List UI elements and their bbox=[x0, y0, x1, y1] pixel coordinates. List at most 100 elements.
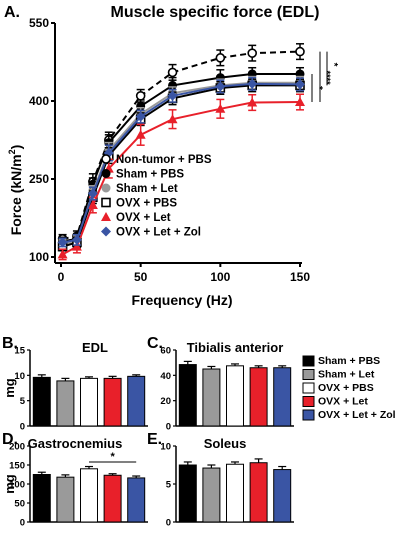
line-data-point bbox=[57, 237, 68, 248]
bar bbox=[273, 469, 292, 523]
line-data-point bbox=[87, 200, 98, 209]
line-chart-x-tick-label: 50 bbox=[134, 270, 148, 284]
line-data-point bbox=[87, 188, 98, 199]
line-data-point bbox=[295, 97, 305, 107]
bar bbox=[226, 463, 244, 523]
line-chart-x-tick-label: 100 bbox=[210, 270, 230, 284]
panel-a-label: A. bbox=[4, 4, 20, 21]
line-data-point bbox=[71, 234, 82, 245]
bar-panel-label: B. bbox=[2, 335, 18, 352]
bar-panel-y-tick-label: 60 bbox=[160, 346, 171, 357]
line-legend-label: OVX + Let bbox=[116, 212, 171, 224]
line-legend-label: Sham + Let bbox=[116, 183, 178, 195]
bar-panel-y-tick-label: 5 bbox=[20, 396, 26, 407]
bar bbox=[103, 474, 122, 523]
bar-panel-y-tick-label: 50 bbox=[14, 499, 25, 510]
line-legend-label: Non-tumor + PBS bbox=[116, 154, 212, 166]
line-data-point bbox=[71, 241, 82, 251]
bar-panel-y-tick-label: 0 bbox=[166, 518, 171, 529]
bar-panel-label: C. bbox=[147, 335, 163, 352]
line-legend-label: OVX + PBS bbox=[116, 198, 177, 210]
line-chart-legend: Non-tumor + PBS Sham + PBS Sham + Let OVX +… bbox=[101, 154, 212, 239]
bar-legend-swatch bbox=[302, 369, 315, 380]
bar bbox=[32, 474, 51, 523]
significance-star: * bbox=[313, 86, 324, 90]
bar-panel-label: E. bbox=[147, 431, 162, 448]
line-series-path bbox=[62, 50, 301, 240]
line-legend-marker bbox=[101, 226, 111, 237]
bar-panel-y-tick-label: 10 bbox=[14, 371, 25, 382]
line-legend-label: OVX + Let + Zol bbox=[116, 227, 201, 239]
bar-panel-y-tick-label: 40 bbox=[160, 371, 171, 382]
line-chart-title: Muscle specific force (EDL) bbox=[111, 4, 320, 21]
line-chart-xlabel: Frequency (Hz) bbox=[131, 292, 232, 308]
bar bbox=[127, 375, 146, 427]
bar bbox=[103, 377, 122, 427]
bar-legend-swatch bbox=[302, 382, 315, 394]
bar-legend-label: Sham + Let bbox=[318, 369, 375, 381]
bar-panel-ylabel: mg bbox=[2, 474, 17, 494]
bar-legend-swatch bbox=[302, 409, 315, 421]
bar-panel-y-tick-label: 200 bbox=[9, 442, 25, 453]
line-chart-y-tick-label: 250 bbox=[29, 172, 49, 186]
bar-panel-title: Gastrocnemius bbox=[28, 436, 123, 451]
line-chart-axes: 100 250 400 550 0 50 100 150 bbox=[29, 16, 310, 284]
bar-panel-ylabel: mg bbox=[2, 378, 17, 398]
bar bbox=[202, 368, 221, 427]
bar-legend-label: OVX + PBS bbox=[318, 382, 374, 394]
bar-legend-label: OVX + Let + Zol bbox=[318, 409, 396, 421]
line-chart-x-tick-label: 0 bbox=[58, 270, 65, 284]
bar-panel-y-tick-label: 20 bbox=[160, 396, 171, 407]
bar-legend-swatch bbox=[302, 355, 315, 367]
bar-legend-label: Sham + PBS bbox=[318, 355, 380, 367]
bar-panel-y-tick-label: 0 bbox=[20, 518, 25, 529]
bar bbox=[273, 367, 292, 427]
significance-star: **** bbox=[322, 71, 332, 86]
line-data-point bbox=[295, 79, 305, 90]
bar-panel-y-tick-label: 5 bbox=[166, 480, 172, 491]
line-chart-y-tick-label: 400 bbox=[29, 94, 49, 108]
line-data-point bbox=[135, 91, 146, 101]
line-series-path bbox=[62, 84, 300, 248]
line-data-point bbox=[215, 53, 226, 63]
line-legend-marker bbox=[101, 212, 111, 221]
bar bbox=[178, 464, 197, 523]
bar-legend-swatch bbox=[302, 396, 315, 407]
line-data-point bbox=[215, 103, 226, 113]
line-series-4 bbox=[57, 93, 305, 261]
bar-panel-label: D. bbox=[2, 431, 18, 448]
bar-panel-title: Soleus bbox=[204, 436, 247, 451]
bar bbox=[249, 462, 268, 523]
bar-panel-y-tick-label: 100 bbox=[9, 480, 25, 491]
line-chart-series-group bbox=[57, 43, 305, 261]
line-chart-y-tick-label: 100 bbox=[29, 250, 49, 264]
line-data-point bbox=[167, 114, 178, 124]
significance-star: * bbox=[328, 63, 339, 67]
line-data-point bbox=[247, 78, 258, 89]
line-data-point bbox=[247, 48, 257, 58]
bar-panel-title: EDL bbox=[82, 340, 108, 355]
line-series-5 bbox=[57, 76, 305, 248]
bar bbox=[226, 365, 244, 427]
bar-significance-star: * bbox=[110, 451, 115, 463]
bar-panel-y-tick-label: 150 bbox=[9, 461, 25, 472]
line-data-point bbox=[247, 97, 258, 107]
line-chart-y-tick-label: 550 bbox=[29, 16, 49, 30]
line-data-point bbox=[135, 111, 146, 122]
bar bbox=[178, 364, 197, 427]
bar-panel-3: D. Gastrocnemius mg 0 50 100 150 200 * bbox=[2, 431, 148, 529]
bar-panel-2: C. Tibialis anterior 0 20 40 60 bbox=[147, 335, 294, 433]
bar bbox=[56, 476, 75, 523]
bar-panel-4: E. Soleus 0 5 10 bbox=[147, 431, 294, 529]
bar-panel-y-tick-label: 10 bbox=[160, 442, 171, 453]
bar-panel-y-tick-label: 0 bbox=[20, 422, 25, 433]
bar-panel-1: B. EDL mg 0 5 10 15 bbox=[2, 335, 148, 433]
bar bbox=[202, 467, 221, 523]
line-data-point bbox=[135, 129, 146, 139]
line-data-point bbox=[295, 46, 305, 57]
line-data-point bbox=[57, 249, 68, 259]
line-data-point bbox=[167, 67, 178, 78]
bar-legend-label: OVX + Let bbox=[318, 396, 368, 408]
bar bbox=[80, 377, 98, 427]
